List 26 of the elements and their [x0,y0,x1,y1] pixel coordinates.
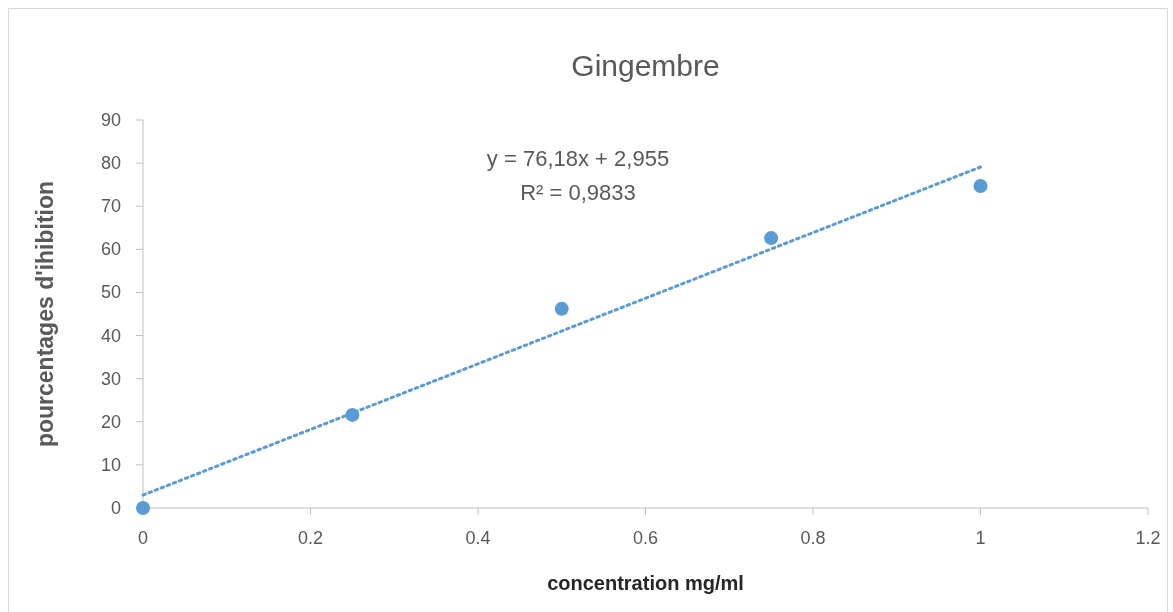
point [136,501,150,515]
x-tick-label: 0 [137,528,149,548]
y-tick-label: 60 [100,239,121,260]
point [973,178,988,193]
x-axis-title: concentration mg/ml [547,572,744,594]
chart-title: Gingembre [571,49,720,82]
y-tick-label: 90 [100,110,121,130]
x-tick-label: 0.2 [297,528,324,548]
x-tick-label: 1 [975,528,986,548]
annotation: R² = 0,9833 [520,180,636,205]
y-tick-label: 0 [110,498,121,518]
annotation: y = 76,18x + 2,955 [486,146,670,171]
y-tick-label: 10 [100,454,121,475]
y-tick-label: 80 [100,153,121,174]
x-tick-label: 0.8 [800,528,826,548]
y-tick-label: 40 [100,325,121,346]
y-tick-label: 20 [100,411,121,432]
y-tick-label: 30 [100,368,121,389]
point [764,231,779,246]
x-tick-label: 1.2 [1135,528,1161,548]
x-tick-label: 0.4 [465,528,491,548]
point [554,301,569,316]
y-tick-label: 50 [100,282,121,303]
y-tick-label: 70 [100,196,121,217]
y-axis-title: pourcentages d'ihibition [32,180,58,448]
x-tick-label: 0.6 [632,528,659,548]
